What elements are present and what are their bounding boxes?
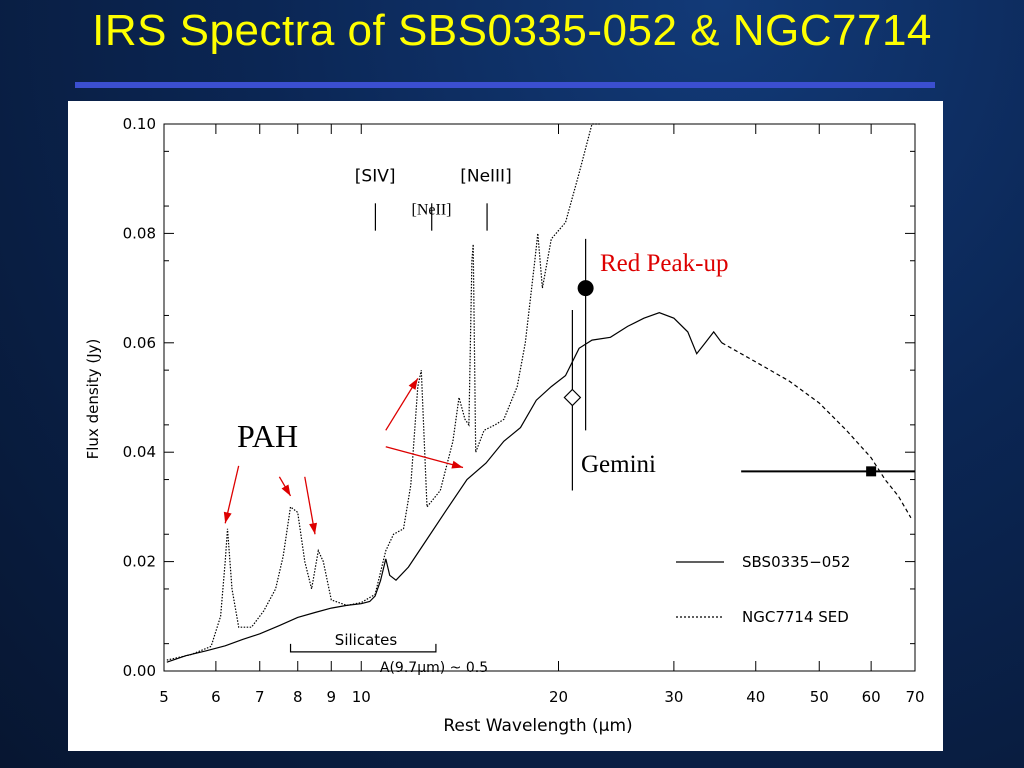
pah-arrow [385, 446, 464, 469]
x-tick-label: 50 [810, 688, 829, 706]
x-tick-label: 8 [293, 688, 303, 706]
x-tick-label: 10 [352, 688, 371, 706]
neiii-label: [NeIII] [460, 166, 511, 186]
x-axis-label: Rest Wavelength (μm) [443, 716, 632, 736]
pah-arrowhead [309, 522, 318, 535]
y-tick-label: 0.10 [123, 115, 156, 133]
series-line-ngc7714 [166, 123, 601, 661]
y-tick-label: 0.04 [123, 443, 156, 461]
x-tick-label: 60 [862, 688, 881, 706]
x-tick-label: 70 [905, 688, 924, 706]
y-tick-label: 0.06 [123, 334, 156, 352]
title-underline [75, 82, 935, 88]
legend-label-sbs: SBS0335−052 [742, 553, 850, 571]
extrapolation-line [721, 342, 912, 519]
annotation-group: [SIV] [NeIII] [NeII] [223, 166, 512, 653]
y-tick-label: 0.00 [123, 662, 156, 680]
neii-label: [NeII] [412, 201, 452, 218]
pah-label: PAH [237, 418, 298, 454]
y-tick-label: 0.08 [123, 224, 156, 242]
x-tick-label: 6 [211, 688, 221, 706]
x-tick-label: 40 [746, 688, 765, 706]
chart-panel: 0.00 0.02 0.04 0.06 0.08 0.10 5 6 7 8 9 10 20 30 40 50 6… [68, 101, 943, 751]
gemini-label: Gemini [581, 451, 656, 478]
plot-frame [163, 123, 916, 672]
series-line-sbs0335 [166, 312, 723, 663]
slide-title: IRS Spectra of SBS0335-052 & NGC7714 [92, 6, 932, 55]
gemini-point [563, 388, 582, 407]
red-peakup-label: Red Peak-up [600, 250, 728, 277]
pah-arrowhead [408, 378, 418, 390]
series-group [166, 123, 915, 663]
spectra-chart: 0.00 0.02 0.04 0.06 0.08 0.10 5 6 7 8 9 10 20 30 40 50 6… [84, 115, 925, 736]
x-tick-label: 30 [664, 688, 683, 706]
pah-arrowhead [451, 460, 464, 469]
siv-label: [SIV] [355, 166, 396, 186]
x-tick-label: 7 [255, 688, 265, 706]
pah-arrowhead [223, 511, 232, 524]
x-tick-label: 5 [159, 688, 169, 706]
x-tick-label: 20 [549, 688, 568, 706]
y-axis-label: Flux density (Jy) [84, 339, 102, 460]
extinction-label: A(9.7μm) ~ 0.5 [380, 660, 488, 676]
y-tick-label: 0.02 [123, 553, 156, 571]
silicates-bracket [289, 643, 437, 653]
photometry-point [866, 466, 877, 477]
pah-arrowhead [281, 484, 291, 496]
silicates-label: Silicates [335, 631, 398, 649]
axis-ticks: 0.00 0.02 0.04 0.06 0.08 0.10 5 6 7 8 9 10 20 30 40 50 6… [123, 115, 925, 706]
legend-label-ngc: NGC7714 SED [742, 608, 849, 626]
red-peakup-point [577, 280, 594, 297]
x-tick-label: 9 [326, 688, 336, 706]
